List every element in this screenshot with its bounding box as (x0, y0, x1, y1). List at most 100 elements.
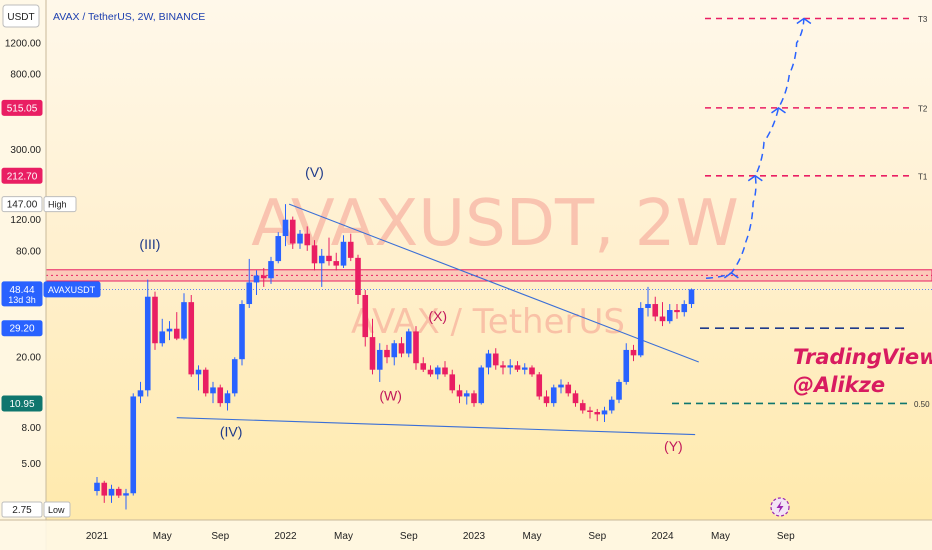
watermark: AVAXUSDT, 2W AVAX / TetherUS (251, 187, 739, 342)
price-badge (1, 167, 43, 184)
price-badge-tag (43, 501, 71, 518)
level-label: T3 (918, 15, 928, 24)
candle-body (137, 390, 144, 397)
y-tick-label: 20.00 (16, 353, 41, 364)
candle-body (384, 349, 390, 358)
candle-body (558, 384, 564, 388)
x-tick-label: 2023 (463, 531, 486, 542)
y-tick-label: 120.00 (10, 215, 41, 226)
price-badge (1, 501, 43, 518)
trendline (288, 203, 699, 363)
candle-body (304, 233, 311, 246)
candle-body (500, 365, 506, 368)
x-tick-label: May (523, 531, 542, 542)
candle-body (420, 363, 427, 370)
candle-body (260, 275, 267, 279)
x-tick-label: May (153, 531, 172, 542)
candle-body (195, 369, 202, 375)
candle-body (115, 488, 122, 496)
price-badge-text: 29.20 (9, 324, 34, 335)
price-badge (1, 320, 43, 337)
projection-arrow (771, 106, 786, 114)
resistance-zone-layer (45, 269, 932, 290)
price-axis-bg (0, 0, 46, 550)
candle-body (521, 367, 528, 370)
candle-body (529, 367, 535, 375)
candle-body (456, 390, 463, 397)
x-tick-label: 2021 (86, 531, 109, 542)
candle-body (616, 381, 622, 400)
candle-body (398, 343, 405, 354)
candle-body (514, 365, 521, 370)
candle-body (543, 396, 550, 404)
x-tick-label: May (711, 531, 730, 542)
price-badge (1, 395, 43, 412)
candle-body (268, 261, 274, 279)
candle-body (449, 374, 456, 391)
candle-body (674, 310, 680, 313)
watermark-symbol: AVAXUSDT, 2W (251, 187, 739, 261)
candle-body (478, 367, 485, 404)
candle-body (572, 393, 579, 404)
candle-body (688, 289, 695, 305)
wave-label: (V) (305, 164, 324, 180)
x-tick-label: 2024 (651, 531, 674, 542)
y-tick-label: 300.00 (10, 145, 41, 156)
candle-body (318, 255, 325, 264)
chart-header: USDT AVAX / TetherUS, 2W, BINANCE (2, 4, 205, 28)
branding: TradingView @Alikze (793, 345, 932, 397)
candle-body (391, 343, 398, 358)
wave-label: (III) (139, 236, 160, 252)
price-badge-text: 10.95 (9, 399, 34, 410)
projection-layer (705, 17, 812, 279)
candle-body (550, 387, 557, 404)
price-badge-text: 212.70 (7, 171, 38, 182)
level-label: 0.50 (914, 400, 930, 409)
candle-body (413, 331, 419, 364)
trendline (176, 417, 696, 436)
x-tick-label: May (334, 531, 353, 542)
lightning-icon[interactable] (770, 497, 790, 517)
candle-body (623, 349, 630, 382)
candle-body (326, 255, 332, 262)
x-tick-label: Sep (588, 531, 606, 542)
level-lines-layer: T3 T2 T1 0.50 (672, 15, 930, 409)
wave-label-layer: (III) (IV) (V) (W) (X) (Y) (139, 164, 682, 454)
price-badge (1, 196, 43, 213)
candle-body (94, 482, 100, 492)
candle-body (492, 353, 499, 366)
candle-body (144, 296, 151, 391)
chart-title: AVAX / TetherUS, 2W, BINANCE (53, 11, 205, 23)
candle-body (231, 359, 238, 394)
x-tick-label: Sep (777, 531, 795, 542)
candle-body (485, 353, 492, 368)
candle-body (376, 349, 383, 370)
candle-body (152, 296, 158, 344)
y-tick-label: 5.00 (22, 459, 42, 470)
projection-arrow (796, 17, 812, 25)
y-tick-label: 800.00 (10, 70, 41, 81)
candle-body (166, 328, 173, 332)
x-tick-label: Sep (400, 531, 418, 542)
currency-label: USDT (7, 12, 34, 23)
candle-body (587, 410, 593, 413)
price-badge-tag-text: AVAXUSDT (48, 285, 96, 295)
currency-box[interactable] (2, 4, 40, 28)
candle-body (297, 233, 303, 244)
candle-body (101, 482, 108, 496)
y-tick-label: 8.00 (22, 423, 42, 434)
resistance-zone (45, 269, 932, 282)
candle-body (181, 302, 187, 339)
candle-body (536, 374, 543, 397)
candle-body (666, 310, 673, 322)
level-label: T1 (918, 172, 928, 181)
candle-body (202, 369, 209, 394)
candle-body (311, 245, 318, 264)
level-label: T2 (918, 104, 928, 113)
x-tick-label: 2022 (274, 531, 297, 542)
candle-body (355, 257, 361, 295)
candles-layer (94, 204, 695, 510)
